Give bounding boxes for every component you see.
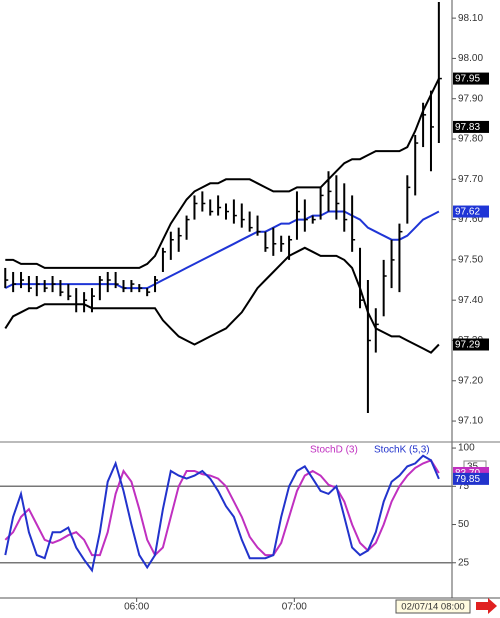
legend-label: StochD (3) xyxy=(310,445,358,456)
y-tick-label: 97.60 xyxy=(458,214,483,225)
value-marker-label: 97.29 xyxy=(455,340,480,351)
y-tick-label: 97.90 xyxy=(458,93,483,104)
y-tick-label: 75 xyxy=(458,481,470,492)
cursor-label: 02/07/14 08:00 xyxy=(401,602,464,613)
value-marker-box xyxy=(453,72,489,85)
y-tick-label: 25 xyxy=(458,557,470,568)
value-marker-box xyxy=(453,472,489,485)
value-marker-box xyxy=(453,338,489,351)
y-tick-label: 98.00 xyxy=(458,53,483,64)
y-tick-label: 97.20 xyxy=(458,375,483,386)
y-tick-label: 97.80 xyxy=(458,134,483,145)
y-tick-label: 97.70 xyxy=(458,174,483,185)
y-tick-label: 97.10 xyxy=(458,416,483,427)
y-tick-label: 98.10 xyxy=(458,13,483,24)
legend-label: StochK (5,3) xyxy=(374,445,430,456)
y-tick-label: 50 xyxy=(458,519,470,530)
stoch-line xyxy=(4,454,440,573)
cursor-box xyxy=(395,599,471,614)
y-tick-label: 97.40 xyxy=(458,295,483,306)
x-tick-label: 06:00 xyxy=(124,602,149,613)
value-marker-box xyxy=(453,205,489,218)
y-tick-label: 97.50 xyxy=(458,255,483,266)
middle-band xyxy=(4,210,440,290)
stoch-line xyxy=(4,459,440,557)
upper-band xyxy=(5,78,440,269)
x-tick-label: 07:00 xyxy=(282,602,307,613)
value-marker-label: 97.62 xyxy=(455,207,480,218)
value-marker-label: 97.83 xyxy=(455,122,480,133)
value-marker-label: 79.85 xyxy=(455,474,480,485)
value-marker-box xyxy=(453,120,489,133)
value-marker-label: 97.95 xyxy=(455,74,480,85)
y-tick-label: 100 xyxy=(458,443,475,454)
scroll-arrow[interactable] xyxy=(476,598,497,614)
